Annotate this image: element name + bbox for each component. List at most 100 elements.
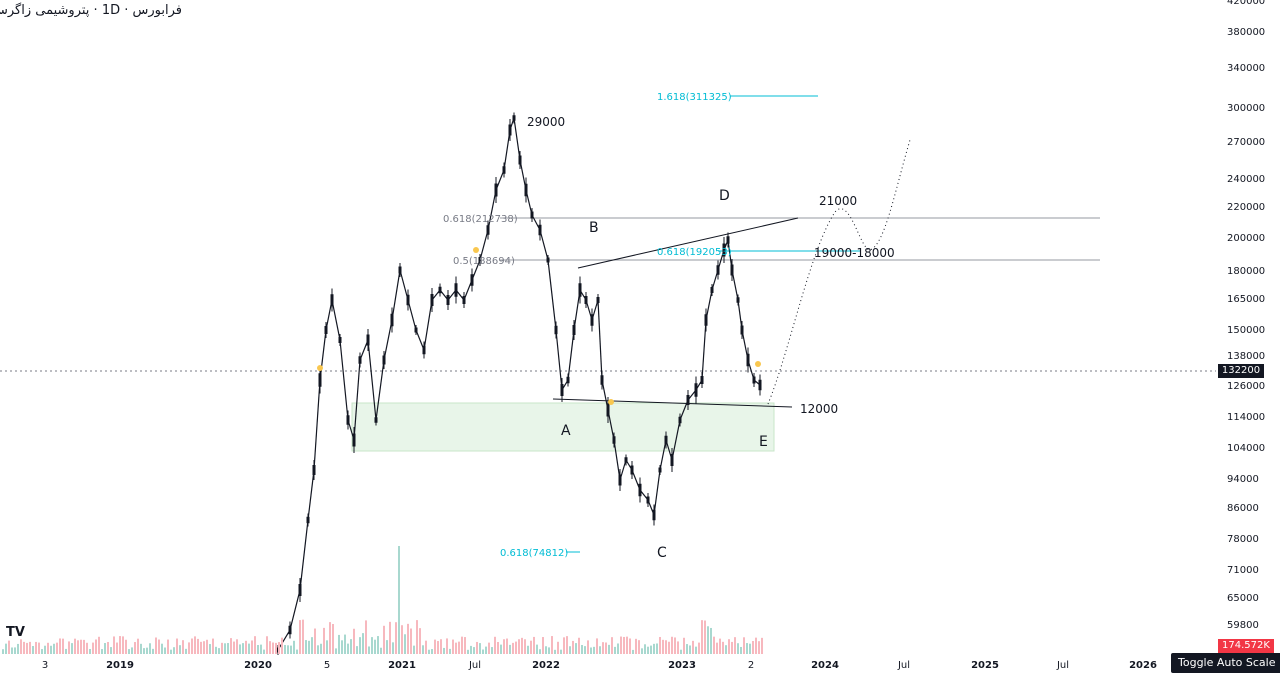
volume-bar [125,639,127,654]
level-19000-18000-label: 19000-18000 [814,246,895,260]
price-path-segment [737,299,743,331]
volume-bar [425,640,427,654]
price-path-segment [525,189,533,216]
volume-bar [533,636,535,654]
volume-bar [377,636,379,654]
volume-bar [662,639,664,654]
time-tick-label: 2023 [668,660,696,671]
volume-bar [173,647,175,654]
demand-zone [351,402,775,452]
volume-bar [452,639,454,654]
volume-bar [551,636,553,654]
volume-bar [671,636,673,654]
volume-bar [440,639,442,654]
volume-bar [518,639,520,654]
volume-bar [62,638,64,654]
volume-bar [641,648,643,654]
volume-badge: 174.572K [1218,639,1274,653]
volume-bar [716,642,718,654]
volume-bar [494,636,496,654]
price-path-segment [597,299,603,381]
volume-bar [668,641,670,654]
volume-bar [611,637,613,654]
volume-bar [2,649,4,654]
time-tick-label: 5 [323,660,331,671]
price-tick-label: 270000 [1227,137,1266,148]
wave-c-label: C [657,545,667,561]
volume-bar [269,641,271,654]
time-axis[interactable]: 3 2019 2020 5 2021 Jul 2022 2023 2 2024 Jul 2025 Jul… [0,656,1216,678]
volume-bar [698,642,700,654]
price-path-segment [313,379,321,471]
volume-bar [422,645,424,654]
volume-bar [140,643,142,654]
volume-bar [191,638,193,654]
price-path-segment [513,117,521,161]
volume-bar [179,645,181,654]
volume-bar [455,642,457,654]
chart-plot-area[interactable]: 1.618(311325) 0.618(212738) 0.5(188694) … [0,0,1216,656]
volume-bar [308,640,310,654]
price-tick-label: 65000 [1227,593,1259,604]
volume-bar [164,647,166,654]
volume-bar [299,620,301,654]
volume-bar [665,640,667,654]
volume-bar [323,627,325,654]
volume-bar [266,636,268,654]
volume-bar [743,637,745,654]
price-tick-label: 94000 [1227,474,1259,485]
volume-bar [236,639,238,654]
volume-bar [410,628,412,654]
volume-bar [338,634,340,654]
volume-bar [74,638,76,654]
volume-bar [11,647,13,654]
volume-bar [227,643,229,654]
volume-bar [617,643,619,654]
price-path-segment [705,289,713,321]
price-tick-label: 150000 [1227,325,1266,336]
volume-bar [245,640,247,654]
volume-bar [332,623,334,654]
volume-bar [383,625,385,654]
volume-bar [599,646,601,654]
volume-bar [83,639,85,654]
price-path-segment [547,259,557,331]
volume-bar [620,636,622,654]
volume-bar [110,647,112,654]
volume-bar [230,638,232,654]
volume-bar [530,640,532,654]
volume-bar [59,638,61,654]
volume-bar [335,648,337,654]
volume-bar [512,642,514,654]
volume-bar [563,637,565,654]
volume-bar [14,647,16,654]
volume-bar [371,637,373,654]
volume-bar [521,637,523,654]
price-axis[interactable]: 420000 380000 340000 300000 270000 240000 2200… [1216,0,1280,656]
volume-bar [413,645,415,654]
time-tick-label: 2020 [244,660,272,671]
tradingview-logo[interactable]: TV [6,625,25,640]
price-tick-label: 114000 [1227,412,1266,423]
price-path-segment [503,129,511,171]
volume-bar [20,639,22,654]
volume-bar [608,644,610,654]
fib-0618-low-label: 0.618(74812) [500,548,568,559]
price-path-segment [671,419,681,461]
volume-bar [155,637,157,654]
level-12000-label: 12000 [800,402,838,416]
volume-bar [224,643,226,654]
volume-bar [314,628,316,654]
volume-bar [107,641,109,654]
volume-bar [554,649,556,654]
price-tick-label: 340000 [1227,63,1266,74]
toggle-auto-scale-button[interactable]: Toggle Auto Scale [1171,653,1280,673]
volume-bar [602,642,604,654]
time-tick-label: 2024 [811,660,839,671]
volume-bar [32,646,34,654]
volume-bar [101,649,103,654]
volume-bar [275,642,277,654]
volume-bar [434,639,436,654]
price-tick-label: 220000 [1227,202,1266,213]
volume-bar [290,645,292,654]
